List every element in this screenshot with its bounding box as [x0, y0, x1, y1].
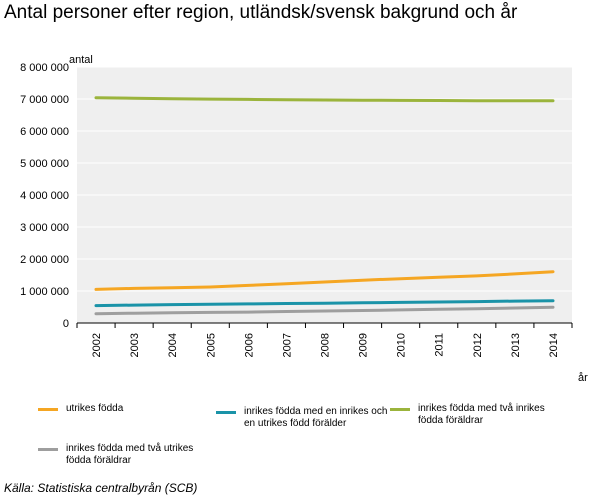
x-tick-label: 2002 [91, 333, 103, 357]
x-axis-label: år [578, 372, 588, 384]
series-line [94, 299, 555, 308]
y-tick-label: 6 000 000 [20, 126, 69, 138]
y-tick-label: 5 000 000 [20, 158, 69, 170]
x-tick-label: 2003 [129, 333, 141, 357]
x-tick-label: 2010 [396, 333, 408, 357]
y-tick-label: 7 000 000 [20, 94, 69, 106]
series-line [94, 305, 555, 316]
x-tick-label: 2005 [205, 333, 217, 357]
x-tick-label: 2004 [167, 333, 179, 357]
x-tick-label: 2012 [472, 333, 484, 357]
x-tick-label: 2008 [320, 333, 332, 357]
y-tick-label: 1 000 000 [20, 286, 69, 298]
y-tick-label: 0 [63, 318, 69, 330]
chart-title: Antal personer efter region, utländsk/sv… [4, 2, 518, 23]
x-tick-label: 2007 [281, 333, 293, 357]
x-tick-label: 2009 [358, 333, 370, 357]
x-tick-label: 2006 [243, 333, 255, 357]
x-tick-label: 2013 [510, 333, 522, 357]
y-tick-label: 2 000 000 [20, 254, 69, 266]
y-tick-label: 4 000 000 [20, 190, 69, 202]
x-tick-label: 2014 [548, 333, 560, 357]
series-line [94, 96, 555, 103]
y-axis-label: antal [69, 54, 93, 66]
source-note: Källa: Statistiska centralbyrån (SCB) [4, 481, 198, 495]
y-tick-label: 8 000 000 [20, 62, 69, 74]
x-tick-label: 2011 [434, 333, 446, 357]
series-line [94, 270, 555, 291]
y-tick-label: 3 000 000 [20, 222, 69, 234]
